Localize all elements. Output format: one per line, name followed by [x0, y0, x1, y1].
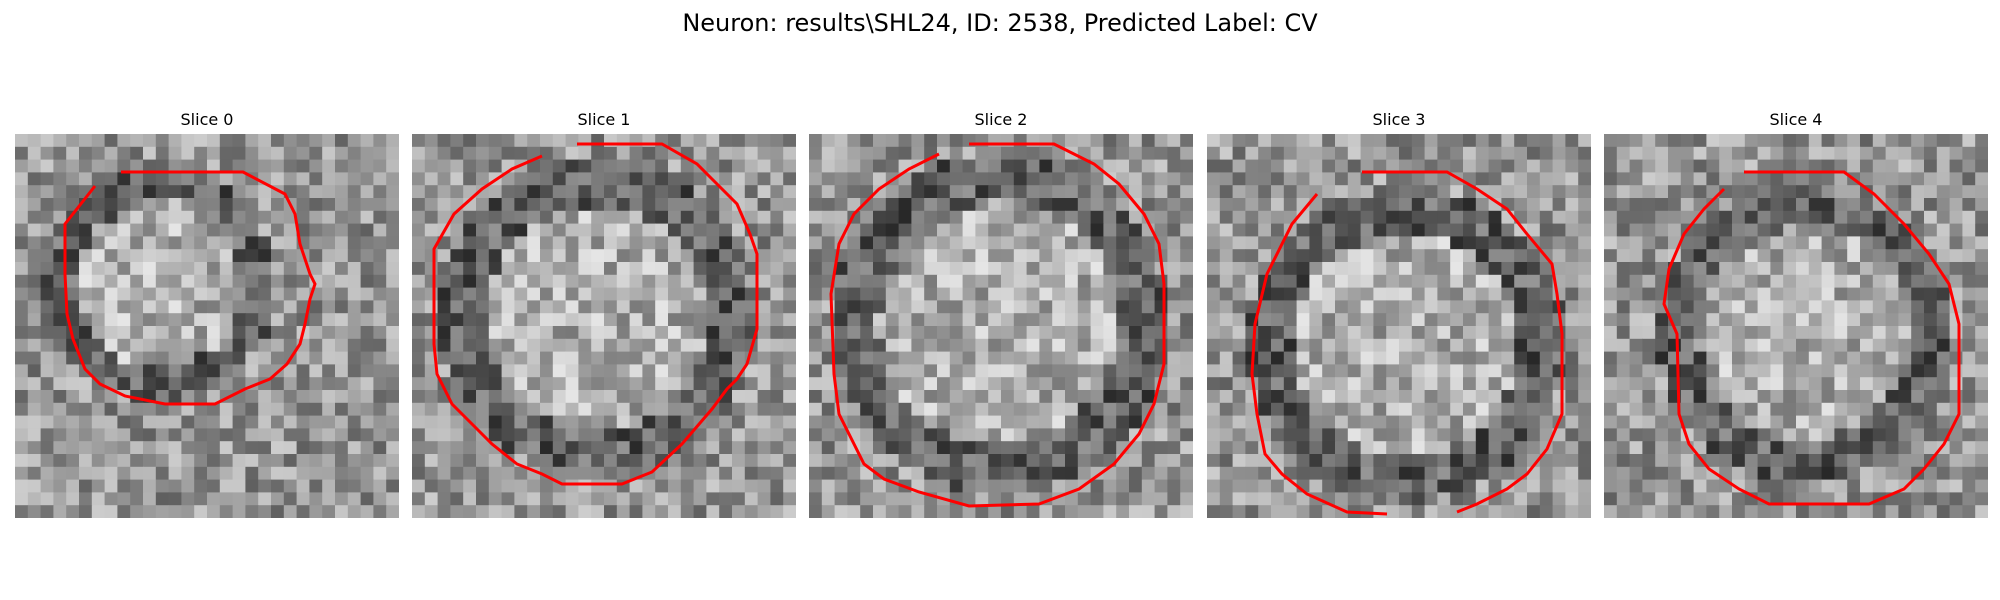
contour-0: [63, 170, 317, 406]
contour-1: [432, 142, 759, 486]
slice-image-1: [412, 134, 796, 518]
slice-pixels-4: [1604, 134, 1988, 518]
slice-pixels-1: [412, 134, 796, 518]
contour-2: [829, 142, 1166, 508]
slice-title-0: Slice 0: [180, 110, 234, 129]
slice-title-2: Slice 2: [974, 110, 1028, 129]
contour-3b: [1250, 193, 1388, 516]
slice-panel-2: Slice 2: [809, 0, 1193, 600]
slice-panel-3: Slice 3: [1207, 0, 1591, 600]
slice-pixels-3: [1207, 134, 1591, 518]
slice-image-2: [809, 134, 1193, 518]
slice-title-1: Slice 1: [577, 110, 631, 129]
slice-image-4: [1604, 134, 1988, 518]
slice-title-3: Slice 3: [1372, 110, 1426, 129]
contour-3: [1362, 170, 1564, 514]
slice-image-0: [15, 134, 399, 518]
slice-panel-4: Slice 4: [1604, 0, 1988, 600]
contour-4: [1662, 170, 1961, 506]
slice-title-4: Slice 4: [1769, 110, 1823, 129]
figure-title: Neuron: results\SHL24, ID: 2538, Predict…: [682, 9, 1318, 37]
slice-image-3: [1207, 134, 1591, 518]
slice-pixels-2: [809, 134, 1193, 518]
slice-panel-1: Slice 1: [412, 0, 796, 600]
slice-pixels-0: [15, 134, 399, 518]
slice-panel-0: Slice 0: [15, 0, 399, 600]
